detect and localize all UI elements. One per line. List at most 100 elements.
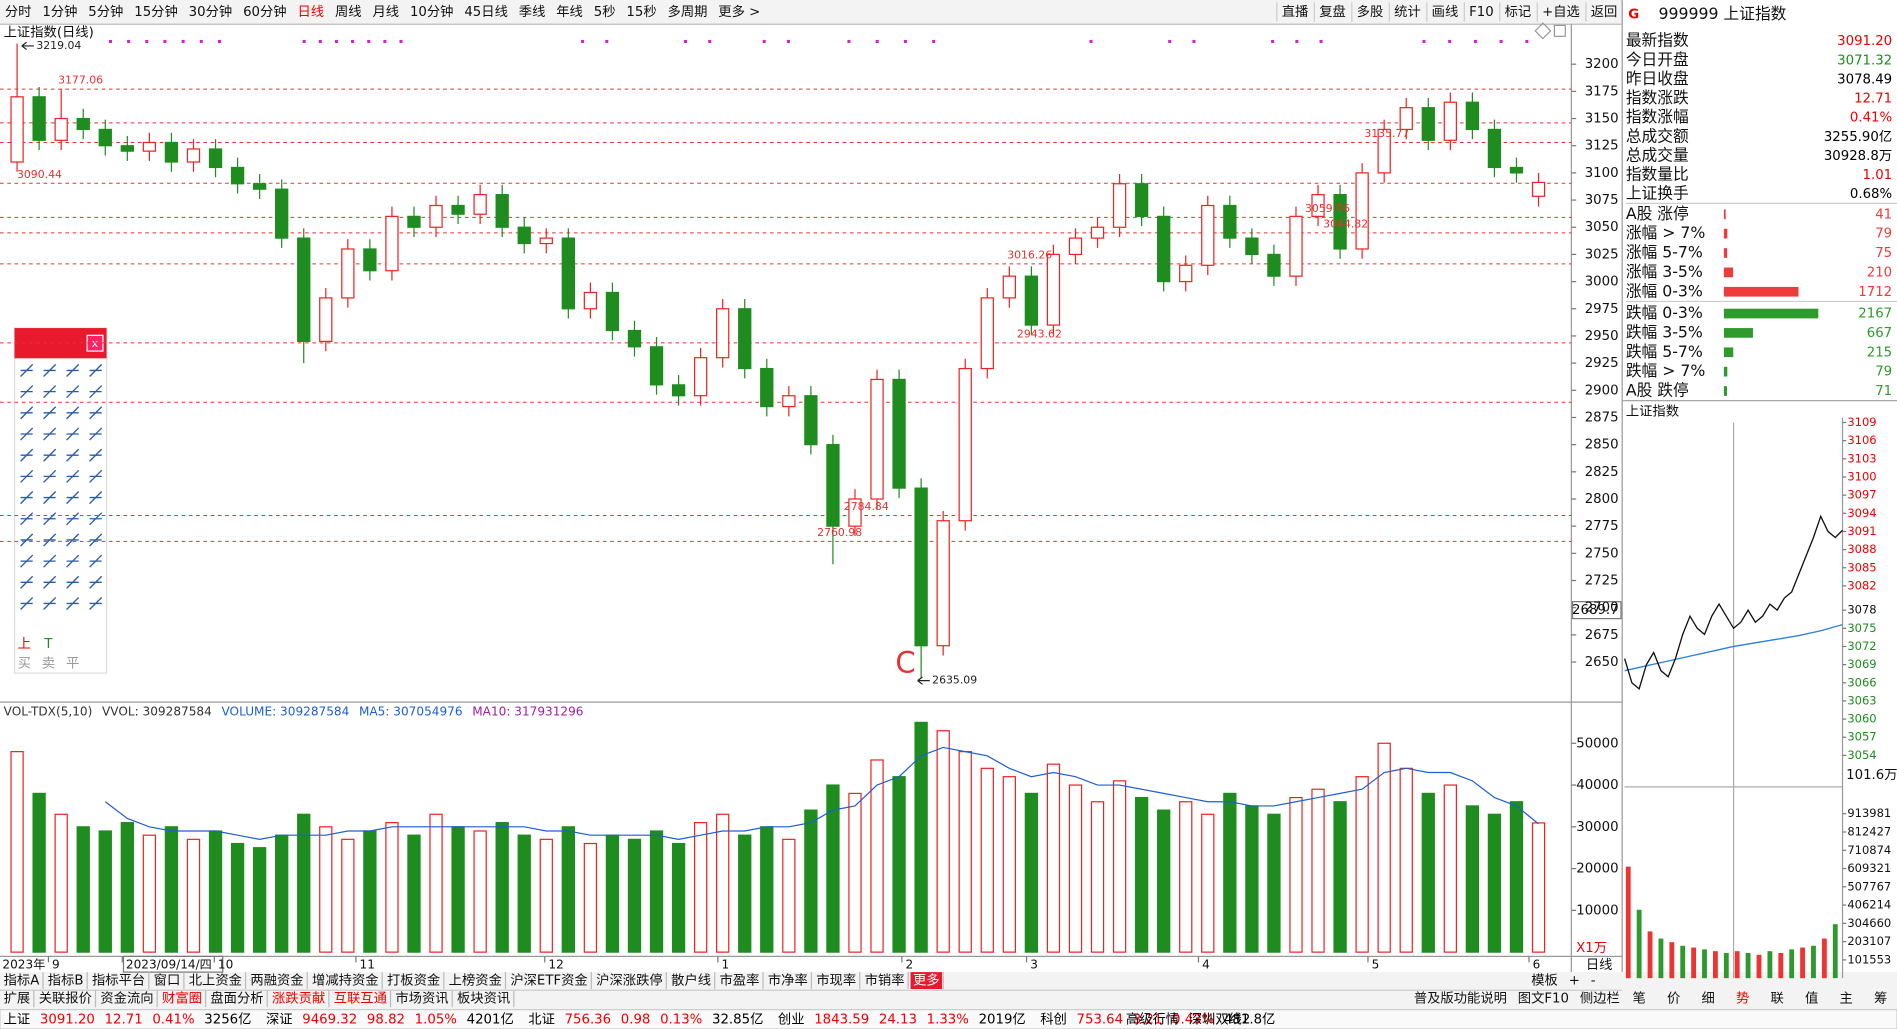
draw-tool-icon[interactable] [43,512,57,526]
draw-tool-icon[interactable] [89,406,103,420]
toolbar-button[interactable]: 多股 [1357,3,1384,20]
bottom-tab[interactable]: 扩展 [4,991,31,1007]
toolbar-button[interactable]: 直播 [1282,4,1309,20]
period-tab[interactable]: 10分钟 [410,3,454,20]
bottom-tab[interactable]: 市现率 [816,972,856,989]
draw-tool-icon[interactable] [20,533,34,547]
period-tab[interactable]: 分时 [5,4,32,20]
draw-tool-icon[interactable] [89,575,103,589]
side-tab[interactable]: 笔 [1632,991,1645,1007]
bottom-tab[interactable]: 沪深ETF资金 [510,973,587,989]
bottom-tab[interactable]: 普及版功能说明 [1414,991,1507,1007]
draw-tool-icon[interactable] [43,491,57,505]
side-tab[interactable]: 主 [1840,991,1853,1007]
draw-tool-icon[interactable] [20,427,34,441]
bottom-tab[interactable]: 散户线 [671,972,711,989]
box-icon[interactable] [1553,24,1566,37]
draw-tool-icon[interactable] [20,406,34,420]
period-tab[interactable]: 30分钟 [189,3,233,20]
draw-tool-icon[interactable] [66,596,80,611]
period-tab[interactable]: 60分钟 [243,3,287,20]
bottom-tab[interactable]: 资金流向 [100,991,153,1007]
draw-tool-icon[interactable] [20,385,34,399]
draw-tool-icon[interactable] [66,575,80,589]
side-tab[interactable]: 值 [1805,991,1818,1007]
toolbar-button[interactable]: 统计 [1394,4,1421,20]
draw-tool-icon[interactable] [43,469,57,483]
bottom-tab[interactable]: + [1569,974,1580,989]
draw-tool-label[interactable]: 平 [66,656,79,671]
bottom-tab[interactable]: 更多 [913,972,940,989]
draw-tool-icon[interactable] [66,554,80,568]
draw-tool-label[interactable]: 卖 [42,655,55,671]
draw-tool-icon[interactable] [43,406,57,420]
bottom-tab[interactable]: 互联互通 [334,991,387,1007]
bottom-tab[interactable]: 指标A [4,973,40,989]
bottom-tab[interactable]: 涨跌贡献 [272,991,325,1007]
bottom-tab[interactable]: 窗口 [154,972,181,989]
draw-tool-icon[interactable] [43,533,57,547]
toolbar-button[interactable]: +自选 [1542,4,1580,20]
side-tab[interactable]: 势 [1736,991,1749,1007]
bottom-tab[interactable]: 增减持资金 [312,973,378,989]
draw-tool-icon[interactable] [20,469,34,483]
draw-tool-icon[interactable] [20,575,34,589]
period-tab[interactable]: 季线 [519,4,546,20]
draw-tool-label[interactable]: 上 [18,636,31,652]
bottom-tab[interactable]: 市净率 [768,972,808,989]
period-tab[interactable]: 5分钟 [88,3,123,20]
draw-tool-label[interactable]: 买 [18,655,31,671]
draw-tool-icon[interactable] [89,385,103,399]
draw-tool-icon[interactable] [20,554,34,568]
draw-tool-icon[interactable] [43,427,57,441]
bottom-tab[interactable]: 财富圈 [162,990,202,1007]
period-tab[interactable]: 月线 [372,4,399,20]
bottom-tab[interactable]: 两融资金 [250,973,303,989]
period-tab[interactable]: 年线 [556,4,583,20]
draw-tool-icon[interactable] [43,596,57,611]
bottom-tab[interactable]: 沪深涨跌停 [596,972,662,989]
draw-tool-icon[interactable] [66,533,80,547]
draw-tool-icon[interactable] [43,448,57,462]
side-tab[interactable]: 联 [1770,991,1783,1007]
period-tab[interactable]: 多周期 [668,3,708,20]
draw-tool-icon[interactable] [20,491,34,505]
bottom-tab[interactable]: 关联报价 [39,991,92,1007]
draw-tool-icon[interactable] [43,385,57,399]
draw-tool-icon[interactable] [66,512,80,526]
draw-tool-icon[interactable] [66,448,80,462]
bottom-tab[interactable]: 市盈率 [720,972,760,989]
toolbar-button[interactable]: 复盘 [1319,3,1346,20]
draw-tool-icon[interactable] [89,363,103,377]
draw-tool-icon[interactable] [89,512,103,526]
bottom-tab[interactable]: 市场资讯 [395,990,448,1007]
bottom-tab[interactable]: 盘面分析 [210,990,263,1007]
period-tab[interactable]: 15分钟 [134,3,178,20]
draw-tool-icon[interactable] [20,363,34,377]
toolbar-button[interactable]: 画线 [1432,4,1459,20]
bottom-tab[interactable]: 侧边栏 [1580,991,1620,1007]
side-tab[interactable]: 细 [1701,991,1714,1007]
bottom-tab[interactable]: 市销率 [865,972,905,989]
draw-tool-icon[interactable] [43,363,57,377]
draw-tool-icon[interactable] [89,427,103,441]
period-tab[interactable]: 5秒 [594,4,616,20]
draw-tool-icon[interactable] [43,554,57,568]
draw-tool-icon[interactable] [20,448,34,462]
draw-tool-icon[interactable] [66,491,80,505]
side-tab[interactable]: 筹 [1874,990,1887,1007]
draw-tool-icon[interactable] [66,385,80,399]
diamond-icon[interactable] [1534,22,1552,40]
draw-tool-icon[interactable] [66,427,80,441]
toolbar-button[interactable]: F10 [1469,5,1494,20]
bottom-tab[interactable]: 图文F10 [1518,991,1569,1007]
toolbar-button[interactable]: 返回 [1591,4,1618,20]
period-tab[interactable]: 更多 > [718,3,760,20]
toolbar-button[interactable]: 标记 [1505,4,1532,20]
bottom-tab[interactable]: 指标B [48,973,84,989]
bottom-tab[interactable]: 上榜资金 [449,972,502,989]
bottom-tab[interactable]: 指标平台 [92,973,145,989]
period-tab[interactable]: 1分钟 [42,3,77,20]
draw-tool-icon[interactable] [89,533,103,547]
period-tab[interactable]: 日线 [297,4,324,20]
